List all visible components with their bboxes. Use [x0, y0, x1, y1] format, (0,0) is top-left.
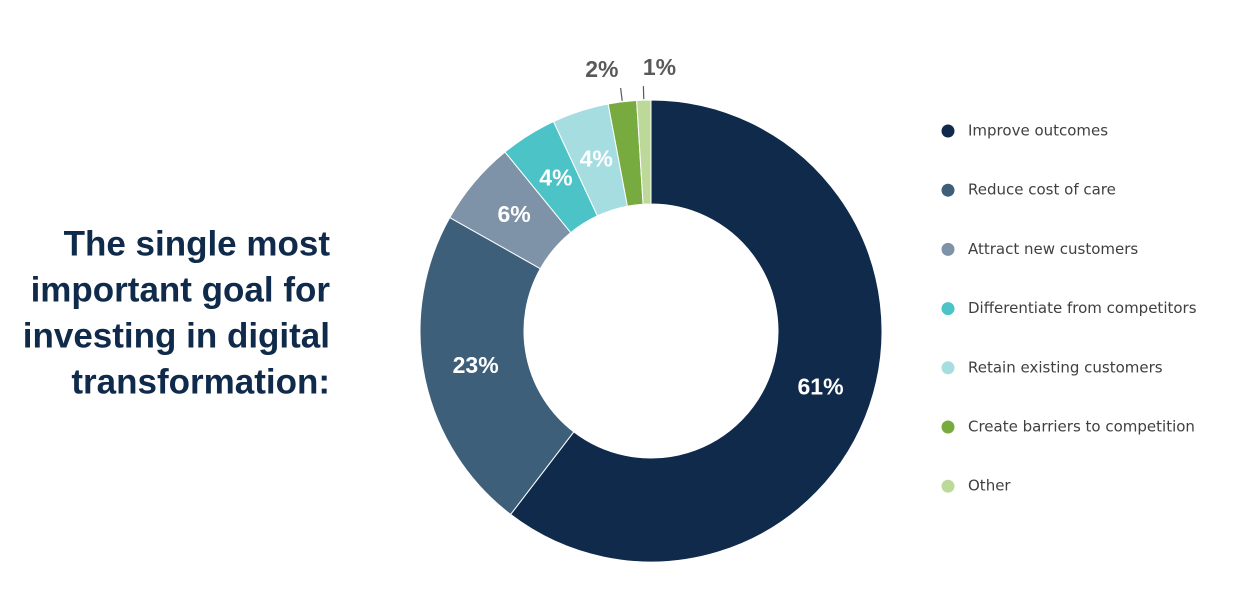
legend-label: Attract new customers: [968, 240, 1138, 258]
legend-label: Differentiate from competitors: [968, 299, 1197, 317]
value-label: 61%: [798, 374, 844, 400]
value-label: 2%: [585, 56, 618, 82]
title-line: important goal for: [31, 270, 331, 309]
title-line: The single most: [64, 224, 331, 263]
title-line: transformation:: [71, 362, 330, 401]
legend-marker: [942, 125, 955, 138]
legend-marker: [942, 361, 955, 374]
value-label: 4%: [580, 146, 613, 172]
leader-line: [621, 88, 623, 101]
value-label: 23%: [453, 352, 499, 378]
legend-marker: [942, 243, 955, 256]
legend-marker: [942, 184, 955, 197]
legend-marker: [942, 302, 955, 315]
legend-label: Other: [968, 477, 1011, 495]
value-label: 6%: [497, 201, 530, 227]
legend-label: Improve outcomes: [968, 122, 1108, 140]
legend-label: Retain existing customers: [968, 358, 1163, 376]
value-label: 1%: [643, 54, 676, 80]
legend-marker: [942, 421, 955, 434]
legend-label: Reduce cost of care: [968, 181, 1116, 199]
value-label: 4%: [539, 164, 572, 190]
legend-marker: [942, 480, 955, 493]
title-line: investing in digital: [23, 316, 330, 355]
legend-label: Create barriers to competition: [968, 418, 1195, 436]
